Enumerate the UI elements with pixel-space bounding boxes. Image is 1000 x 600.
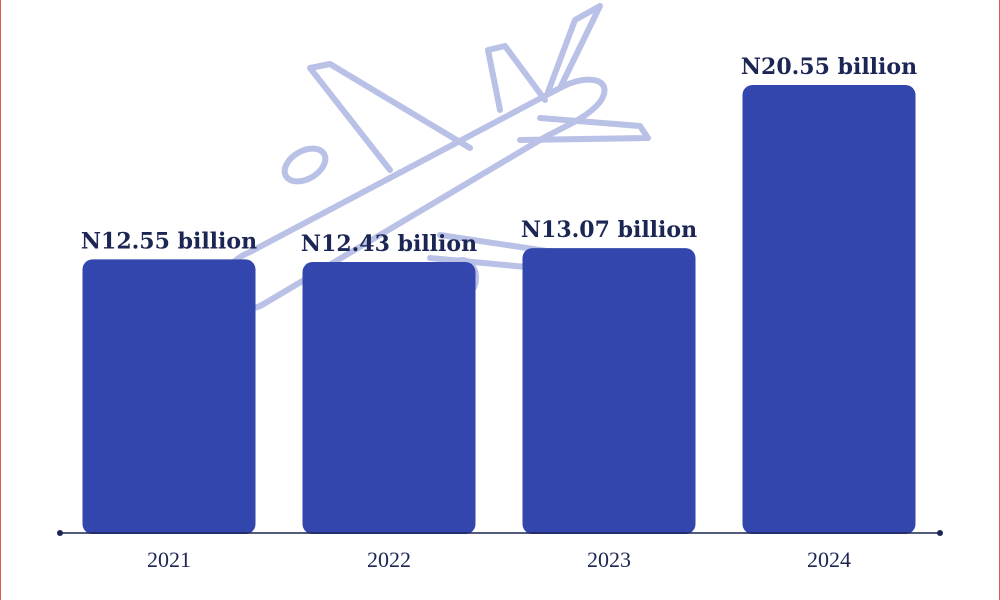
- value-label: N12.43 billion: [301, 231, 477, 257]
- x-tick-label: 2021: [147, 547, 191, 572]
- bar: [302, 262, 476, 534]
- baseline-end: [57, 530, 63, 536]
- value-label: N12.55 billion: [81, 228, 257, 254]
- x-tick-label: 2022: [367, 547, 411, 572]
- x-tick-label: 2023: [587, 547, 631, 572]
- bar: [522, 248, 696, 535]
- value-label: N13.07 billion: [521, 217, 697, 243]
- bar: [742, 85, 916, 534]
- plot: N12.55 billion 2021 N12.43 billion 2022 N13.…: [81, 54, 917, 572]
- bar: [82, 259, 256, 534]
- baseline-end: [937, 530, 943, 536]
- x-tick-label: 2024: [807, 547, 851, 572]
- value-label: N20.55 billion: [741, 54, 917, 80]
